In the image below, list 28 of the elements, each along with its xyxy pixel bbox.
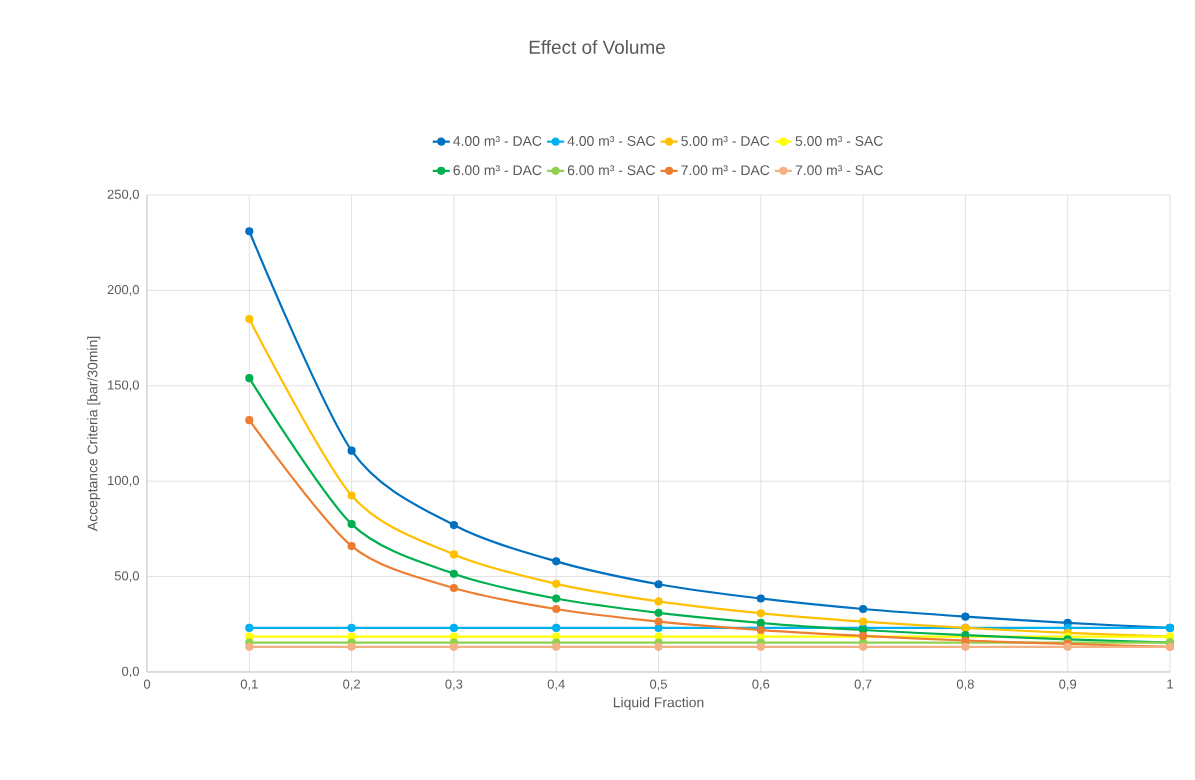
legend-label: 5.00 m³ - DAC bbox=[681, 136, 770, 146]
legend-label: 7.00 m³ - SAC bbox=[795, 165, 883, 176]
legend-label: 4.00 m³ - DAC bbox=[453, 136, 542, 146]
x-tick-label: 0,8 bbox=[956, 679, 974, 691]
y-tick-label: 100,0 bbox=[108, 475, 139, 487]
legend-label: 7.00 m³ - DAC bbox=[681, 165, 770, 176]
y-tick-label: 0,0 bbox=[121, 666, 139, 678]
legend-label: 6.00 m³ - SAC bbox=[567, 165, 655, 176]
x-tick-label: 0,9 bbox=[1059, 679, 1077, 691]
y-tick-label: 200,0 bbox=[107, 285, 139, 296]
x-tick-label: 0,6 bbox=[752, 679, 770, 691]
legend-label: 6.00 m³ - DAC bbox=[453, 165, 542, 176]
x-tick-label: 0,4 bbox=[547, 679, 565, 691]
y-tick-label: 150,0 bbox=[108, 380, 139, 392]
y-tick-label: 50,0 bbox=[114, 571, 139, 582]
chart-title: Effect of Volume bbox=[529, 40, 665, 54]
x-axis-title: Liquid Fraction bbox=[613, 697, 704, 711]
x-tick-label: 0,2 bbox=[343, 679, 360, 691]
y-axis-title: Acceptance Criteria [bar/30min] bbox=[87, 336, 101, 532]
x-tick-label: 0 bbox=[143, 679, 151, 689]
x-tick-label: 0,7 bbox=[854, 679, 872, 691]
x-tick-label: 0,1 bbox=[240, 679, 258, 691]
legend-label: 4.00 m³ - SAC bbox=[567, 136, 655, 146]
legend-label: 5.00 m³ - SAC bbox=[795, 136, 883, 146]
y-tick-label: 250,0 bbox=[107, 189, 139, 201]
x-tick-label: 0,3 bbox=[445, 679, 463, 691]
x-tick-label: 1 bbox=[1167, 679, 1173, 689]
x-tick-label: 0,5 bbox=[650, 679, 667, 691]
